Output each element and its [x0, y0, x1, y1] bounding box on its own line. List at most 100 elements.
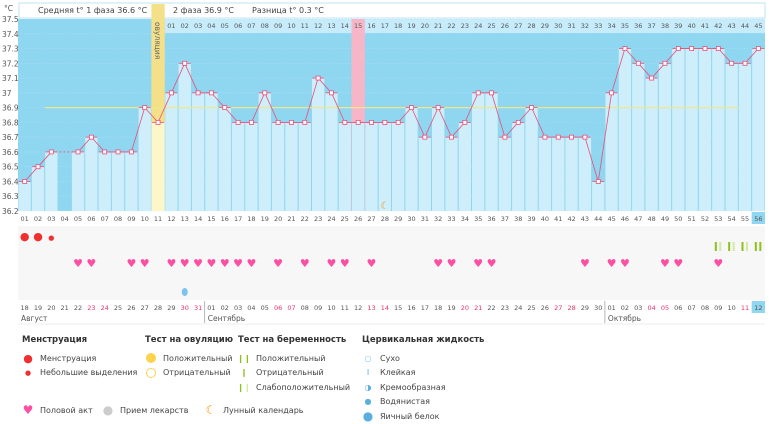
temperature-bar [231, 122, 245, 211]
temperature-point [169, 90, 174, 96]
date-label: 08 [301, 304, 309, 312]
date-label: 02 [221, 304, 229, 312]
dpo-strip [164, 19, 765, 33]
heart-icon: ♥ [580, 257, 590, 270]
temperature-line-segment [77, 136, 92, 153]
temperature-bar [498, 137, 512, 211]
date-label: 24 [101, 304, 109, 312]
cycle-day-label: 14 [194, 215, 202, 223]
heart-icon: ♥ [487, 257, 497, 270]
heart-icon: ♥ [126, 257, 136, 270]
creamy-icon: ◑ [364, 382, 372, 392]
temperature-point [115, 149, 121, 155]
cycle-day-label: 15 [207, 215, 215, 223]
month-label: Сентябрь [208, 314, 245, 323]
date-label: 17 [421, 304, 429, 312]
pill-icon: ● [102, 403, 114, 418]
dpo-label: 06 [234, 22, 242, 30]
dpo-label: 05 [221, 22, 229, 30]
pregnancy-test-line [754, 242, 757, 251]
cycle-day-label: 33 [447, 215, 455, 223]
heart-icon: ♥ [86, 257, 96, 270]
heart-icon: ♥ [22, 403, 34, 418]
date-label: 01 [607, 304, 615, 312]
temperature-bar [592, 181, 605, 211]
cycle-day-label: 27 [367, 215, 375, 223]
heart-icon: ♥ [300, 257, 310, 270]
cycle-day-label: 47 [634, 215, 642, 223]
temperature-line-segment [744, 48, 759, 64]
dpo-label: 35 [621, 22, 629, 30]
dpo-label: 16 [367, 22, 375, 30]
moon-icon: ☾ [380, 201, 389, 212]
cycle-day-label: 31 [421, 215, 429, 223]
y-tick-label: 37.1 [2, 74, 19, 83]
temperature-bar [165, 92, 178, 211]
temperature-line-segment [424, 107, 439, 138]
temperature-bar [525, 107, 538, 211]
heart-icon: ♥ [247, 257, 257, 270]
date-label: 21 [474, 304, 482, 312]
dpo-label: 37 [647, 22, 655, 30]
date-label: 25 [114, 304, 122, 312]
dpo-label: 20 [421, 22, 429, 30]
dpo-label: 24 [474, 22, 482, 30]
temperature-bar [271, 122, 285, 211]
y-tick-label: 37 [2, 89, 12, 98]
cycle-day-label: 44 [594, 215, 602, 223]
date-label: 08 [701, 304, 709, 312]
legend-intercourse: ♥ Половой акт [22, 403, 93, 418]
cycle-day-label: 07 [101, 215, 109, 223]
dpo-label: 11 [301, 22, 309, 30]
date-label: 19 [447, 304, 455, 312]
cycle-day-label: 49 [661, 215, 669, 223]
legend-label: Отрицательный [163, 368, 231, 378]
temperature-bar [125, 151, 138, 211]
dpo-label: 32 [581, 22, 589, 30]
legend-label: Яичный белок [380, 411, 440, 421]
temperature-point [329, 90, 334, 96]
temperature-point [302, 119, 308, 125]
egg-white-icon: ● [362, 409, 374, 424]
temperature-line-segment [437, 107, 452, 138]
heart-icon: ♥ [660, 257, 670, 270]
temperature-point [369, 119, 374, 125]
date-label: 20 [461, 304, 469, 312]
temperature-bar [298, 122, 311, 211]
temperature-bar [645, 78, 658, 211]
temperature-point [75, 149, 81, 155]
temperature-line-segment [464, 92, 479, 123]
cycle-day-label: 24 [327, 215, 335, 223]
heart-icon: ♥ [447, 257, 457, 270]
temperature-bar [205, 92, 218, 211]
cycle-day-label: 40 [541, 215, 549, 223]
watery-icon: ● [364, 397, 372, 407]
temperature-point [729, 60, 735, 66]
dpo-label: 39 [674, 22, 682, 30]
temperature-line-segment [411, 107, 426, 138]
cycle-day-label: 22 [301, 215, 309, 223]
temperature-point [555, 134, 561, 140]
cycle-day-label: 29 [394, 215, 402, 223]
date-label: 11 [341, 304, 349, 312]
phase1-average: Средняя t° 1 фаза 36.6 °C [38, 6, 148, 15]
date-label: 22 [487, 304, 495, 312]
cycle-day-label: 48 [647, 215, 655, 223]
events-area [18, 226, 765, 300]
cycle-day-label: 16 [221, 215, 229, 223]
cycle-day-label: 12 [167, 215, 175, 223]
heart-icon: ♥ [206, 257, 216, 270]
legend-title: Менструация [22, 335, 88, 345]
y-unit-label: °C [4, 4, 13, 13]
temperature-line-segment [624, 48, 639, 64]
dpo-label: 09 [274, 22, 282, 30]
today-marker [751, 212, 765, 224]
temperature-point [755, 46, 761, 51]
temperature-point [182, 60, 188, 66]
ovulation-column [151, 4, 165, 123]
date-label: 05 [661, 304, 669, 312]
temperature-line-segment [664, 48, 679, 64]
temperature-point [249, 119, 254, 125]
temperature-point [502, 134, 508, 140]
heart-icon: ♥ [273, 257, 283, 270]
